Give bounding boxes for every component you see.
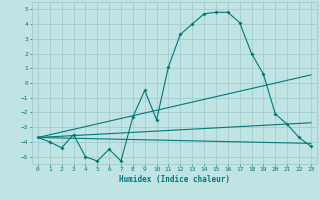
X-axis label: Humidex (Indice chaleur): Humidex (Indice chaleur) <box>119 175 230 184</box>
